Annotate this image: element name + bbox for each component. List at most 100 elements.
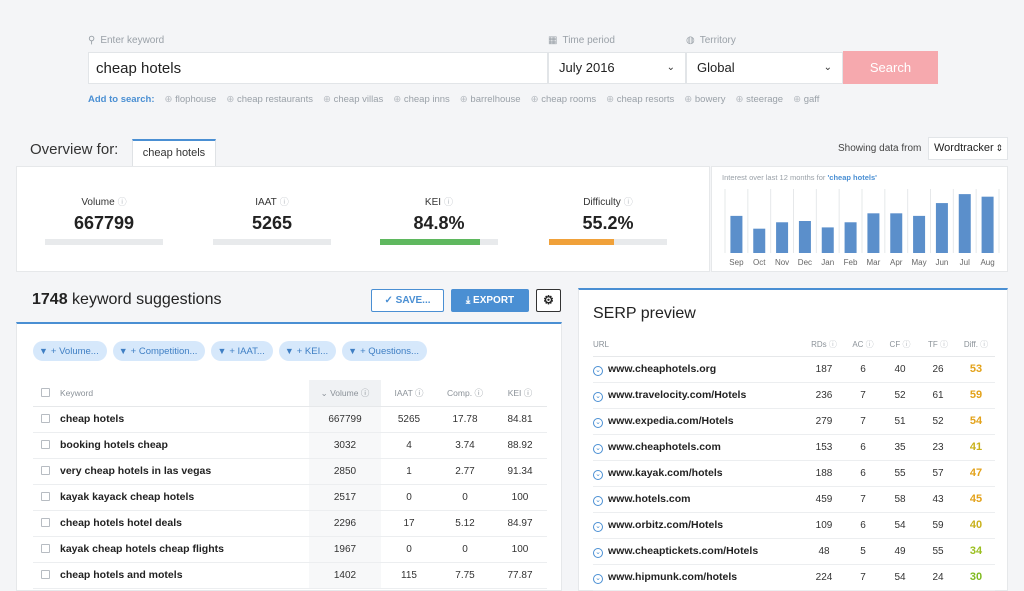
suggestion-link[interactable]: bowery bbox=[684, 94, 726, 105]
keyword-cell[interactable]: kayak kayack cheap hotels bbox=[33, 484, 309, 511]
expand-icon[interactable]: ⌄ bbox=[593, 365, 603, 376]
metric-value: 84.8% bbox=[413, 213, 465, 233]
table-row[interactable]: cheap hotels hotel deals 2296 17 5.12 84.97 bbox=[33, 510, 547, 537]
table-row[interactable]: cheap hotels 667799 5265 17.78 84.81 bbox=[33, 406, 547, 433]
sort-arrows-icon: ⇕ bbox=[995, 143, 1003, 153]
kei-cell: 100 bbox=[493, 484, 547, 511]
suggestion-link[interactable]: cheap rooms bbox=[531, 94, 596, 105]
keyword-cell[interactable]: cheap hotels hotel deals bbox=[33, 510, 309, 537]
column-header-keyword[interactable]: Keyword bbox=[33, 380, 309, 407]
export-button[interactable]: ⤓ EXPORT bbox=[451, 289, 529, 312]
row-checkbox[interactable] bbox=[41, 518, 50, 527]
column-header-volume[interactable]: ⌄ Volume ⓘ bbox=[309, 380, 381, 407]
suggestion-link[interactable]: gaff bbox=[793, 94, 820, 105]
comp-cell: 7.75 bbox=[437, 562, 493, 589]
suggestion-link[interactable]: cheap inns bbox=[393, 94, 450, 105]
filter-chip[interactable]: ▼ + Competition... bbox=[112, 341, 206, 361]
url-cell[interactable]: ⌄ www.expedia.com/Hotels bbox=[593, 408, 803, 435]
suggestion-link[interactable]: cheap villas bbox=[323, 94, 384, 105]
keyword-cell[interactable]: very cheap hotels in las vegas bbox=[33, 458, 309, 485]
expand-icon[interactable]: ⌄ bbox=[593, 495, 603, 506]
suggestion-link[interactable]: cheap restaurants bbox=[226, 94, 313, 105]
chart-tick-label: Mar bbox=[867, 258, 881, 267]
filter-chip[interactable]: ▼ + Volume... bbox=[33, 341, 107, 361]
url-cell[interactable]: ⌄ www.travelocity.com/Hotels bbox=[593, 382, 803, 409]
url-cell[interactable]: ⌄ www.kayak.com/hotels bbox=[593, 460, 803, 487]
expand-icon[interactable]: ⌄ bbox=[593, 573, 603, 584]
filter-chip[interactable]: ▼ + IAAT... bbox=[211, 341, 273, 361]
table-row[interactable]: booking hotels cheap 3032 4 3.74 88.92 bbox=[33, 432, 547, 459]
ac-cell: 7 bbox=[845, 408, 881, 435]
keyword-count-heading: 1748 keyword suggestions bbox=[32, 291, 222, 308]
filter-chip[interactable]: ▼ + KEI... bbox=[278, 341, 337, 361]
filter-chip[interactable]: ▼ + Questions... bbox=[342, 341, 427, 361]
rds-cell: 48 bbox=[803, 538, 845, 565]
keyword-cell[interactable]: cheap hotels and motels bbox=[33, 562, 309, 589]
row-checkbox[interactable] bbox=[41, 440, 50, 449]
url-cell[interactable]: ⌄ www.cheaptickets.com/Hotels bbox=[593, 538, 803, 565]
url-cell[interactable]: ⌄ www.hotels.com bbox=[593, 486, 803, 513]
expand-icon[interactable]: ⌄ bbox=[593, 521, 603, 532]
difficulty-cell: 45 bbox=[957, 486, 995, 513]
url-cell[interactable]: ⌄ www.orbitz.com/Hotels bbox=[593, 512, 803, 539]
keyword-cell[interactable]: cheap hotels bbox=[33, 406, 309, 433]
comp-cell: 0 bbox=[437, 536, 493, 563]
tab-keyword[interactable]: cheap hotels bbox=[132, 139, 216, 167]
search-icon: ⚲ bbox=[88, 35, 96, 46]
suggestion-link[interactable]: steerage bbox=[736, 94, 783, 105]
save-button[interactable]: ✓ SAVE... bbox=[371, 289, 444, 312]
keyword-cell[interactable]: kayak cheap hotels cheap flights bbox=[33, 536, 309, 563]
expand-icon[interactable]: ⌄ bbox=[593, 417, 603, 428]
row-checkbox[interactable] bbox=[41, 544, 50, 553]
territory-select[interactable]: Global ⌄ bbox=[686, 52, 843, 84]
url-cell[interactable]: ⌄ www.hipmunk.com/hotels bbox=[593, 564, 803, 591]
suggestion-link[interactable]: barrelhouse bbox=[460, 94, 520, 105]
volume-cell: 2296 bbox=[309, 510, 381, 537]
url-cell[interactable]: ⌄ www.cheaphotels.org bbox=[593, 356, 803, 383]
keyword-input[interactable] bbox=[88, 52, 548, 84]
suggestion-link[interactable]: cheap resorts bbox=[606, 94, 675, 105]
table-row[interactable]: kayak kayack cheap hotels 2517 0 0 100 bbox=[33, 484, 547, 511]
iaat-cell: 17 bbox=[381, 510, 437, 537]
table-header-row: URL RDs ⓘ AC ⓘ CF ⓘ TF ⓘ Diff. ⓘ bbox=[593, 334, 995, 357]
suggestion-link[interactable]: flophouse bbox=[165, 94, 216, 105]
row-checkbox[interactable] bbox=[41, 570, 50, 579]
url-cell[interactable]: ⌄ www.cheaphotels.com bbox=[593, 434, 803, 461]
metric-bar-fill bbox=[380, 239, 481, 245]
select-all-checkbox[interactable] bbox=[41, 387, 50, 397]
row-checkbox[interactable] bbox=[41, 466, 50, 475]
expand-icon[interactable]: ⌄ bbox=[593, 469, 603, 480]
ac-cell: 7 bbox=[845, 486, 881, 513]
row-checkbox[interactable] bbox=[41, 492, 50, 501]
table-row[interactable]: cheap hotels and motels 1402 115 7.75 77.87 bbox=[33, 562, 547, 589]
time-period-select[interactable]: July 2016 ⌄ bbox=[548, 52, 686, 84]
expand-icon[interactable]: ⌄ bbox=[593, 391, 603, 402]
row-checkbox[interactable] bbox=[41, 414, 50, 423]
filter-icon: ▼ bbox=[348, 346, 358, 356]
settings-button[interactable]: ⚙ bbox=[536, 289, 561, 312]
chart-tick-label: Nov bbox=[775, 258, 789, 267]
table-row: ⌄ www.cheaphotels.org 187 6 40 26 53 bbox=[593, 356, 995, 383]
comp-cell: 3.74 bbox=[437, 432, 493, 459]
search-area: ⚲ Enter keyword ▦ Time period July 2016 … bbox=[0, 0, 1024, 120]
column-header-kei[interactable]: KEI ⓘ bbox=[493, 380, 547, 407]
chart-bar-aug bbox=[981, 196, 994, 253]
iaat-cell: 1 bbox=[381, 458, 437, 485]
column-header-iaat[interactable]: IAAT ⓘ bbox=[381, 380, 437, 407]
keyword-cell[interactable]: booking hotels cheap bbox=[33, 432, 309, 459]
download-icon: ⤓ bbox=[465, 295, 471, 306]
table-row[interactable]: very cheap hotels in las vegas 2850 1 2.77 9… bbox=[33, 458, 547, 485]
interest-chart-panel: Interest over last 12 months for 'cheap … bbox=[711, 166, 1008, 272]
expand-icon[interactable]: ⌄ bbox=[593, 547, 603, 558]
info-icon: ⓘ bbox=[414, 387, 424, 398]
info-icon: ⓘ bbox=[444, 197, 454, 207]
metrics-panel: Volume ⓘ 667799 IAAT ⓘ 5265 KEI ⓘ 84.8% Difficult… bbox=[16, 166, 710, 272]
kei-cell: 100 bbox=[493, 536, 547, 563]
table-row[interactable]: kayak cheap hotels cheap flights 1967 0 0 10… bbox=[33, 536, 547, 563]
check-icon: ✓ bbox=[384, 295, 393, 306]
data-source-select[interactable]: Wordtracker ⇕ bbox=[928, 137, 1008, 160]
column-header-url: URL bbox=[593, 334, 803, 357]
search-button[interactable]: Search bbox=[843, 51, 938, 84]
expand-icon[interactable]: ⌄ bbox=[593, 443, 603, 454]
column-header-comp[interactable]: Comp. ⓘ bbox=[437, 380, 493, 407]
